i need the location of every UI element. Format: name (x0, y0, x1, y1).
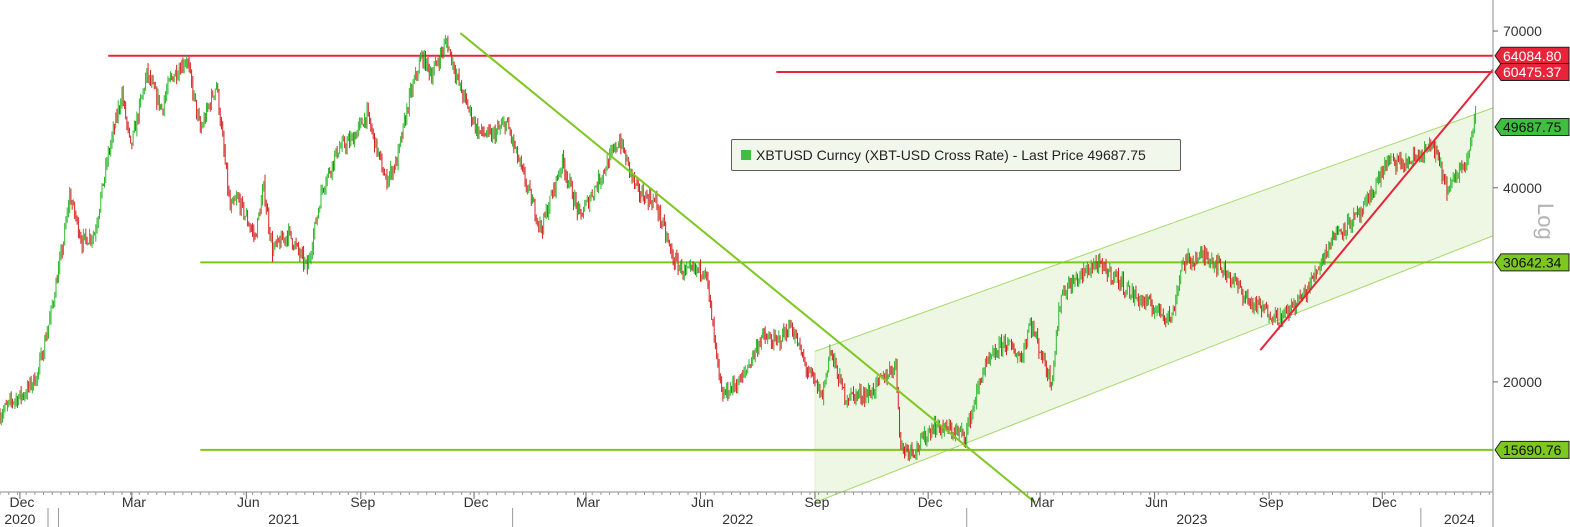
channel-lower-line (814, 235, 1494, 504)
trend-lines (459, 32, 1494, 504)
y-tick-label: 40000 (1503, 180, 1542, 196)
trend-line-1 (1259, 68, 1494, 351)
level-tag-1-label: 60475.37 (1503, 64, 1562, 80)
trend-channel (814, 107, 1494, 504)
channel-fill (814, 107, 1493, 503)
last-price-tag-label: 49687.75 (1503, 119, 1562, 135)
x-year-label: 2020 (4, 511, 35, 527)
x-month-label: Dec (918, 494, 943, 510)
horizontal-levels (108, 54, 1493, 451)
x-year-label: 2021 (268, 511, 299, 527)
level-tag-0-box (1494, 46, 1570, 65)
y-tick-label: 70000 (1503, 23, 1542, 39)
x-year-label: 2024 (1444, 511, 1475, 527)
last-price-tag-box (1494, 118, 1570, 137)
x-month-label: Jun (1145, 494, 1168, 510)
legend-swatch (741, 150, 751, 160)
log-scale-label: Log (1532, 203, 1562, 263)
y-tick-label: 20000 (1503, 374, 1542, 390)
candlesticks (0, 35, 1477, 462)
x-month-label: Jun (237, 494, 260, 510)
x-month-label: Jun (691, 494, 714, 510)
level-tag-0-label: 64084.80 (1503, 48, 1562, 64)
level-tag-3-box (1494, 440, 1570, 459)
log-scale-text: Log (1533, 203, 1558, 240)
level-tag-2-box (1494, 253, 1570, 272)
chart-legend: XBTUSD Curncy (XBT-USD Cross Rate) - Las… (731, 139, 1181, 171)
x-month-label: Dec (1372, 494, 1397, 510)
x-month-label: Dec (464, 494, 489, 510)
legend-text: XBTUSD Curncy (XBT-USD Cross Rate) - Las… (756, 147, 1146, 163)
x-month-label: Sep (350, 494, 375, 510)
x-month-label: Mar (576, 494, 600, 510)
trend-line-0 (459, 32, 1036, 504)
level-tag-3-label: 15690.76 (1503, 442, 1562, 458)
channel-upper-line (814, 107, 1494, 352)
x-month-label: Sep (1259, 494, 1284, 510)
level-tag-2-label: 30642.34 (1503, 254, 1562, 270)
x-year-label: 2022 (722, 511, 753, 527)
x-month-label: Mar (122, 494, 146, 510)
x-month-label: Dec (9, 494, 34, 510)
x-month-label: Sep (804, 494, 829, 510)
x-month-label: Mar (1030, 494, 1054, 510)
x-year-label: 2023 (1176, 511, 1207, 527)
level-tag-1-box (1494, 62, 1570, 81)
